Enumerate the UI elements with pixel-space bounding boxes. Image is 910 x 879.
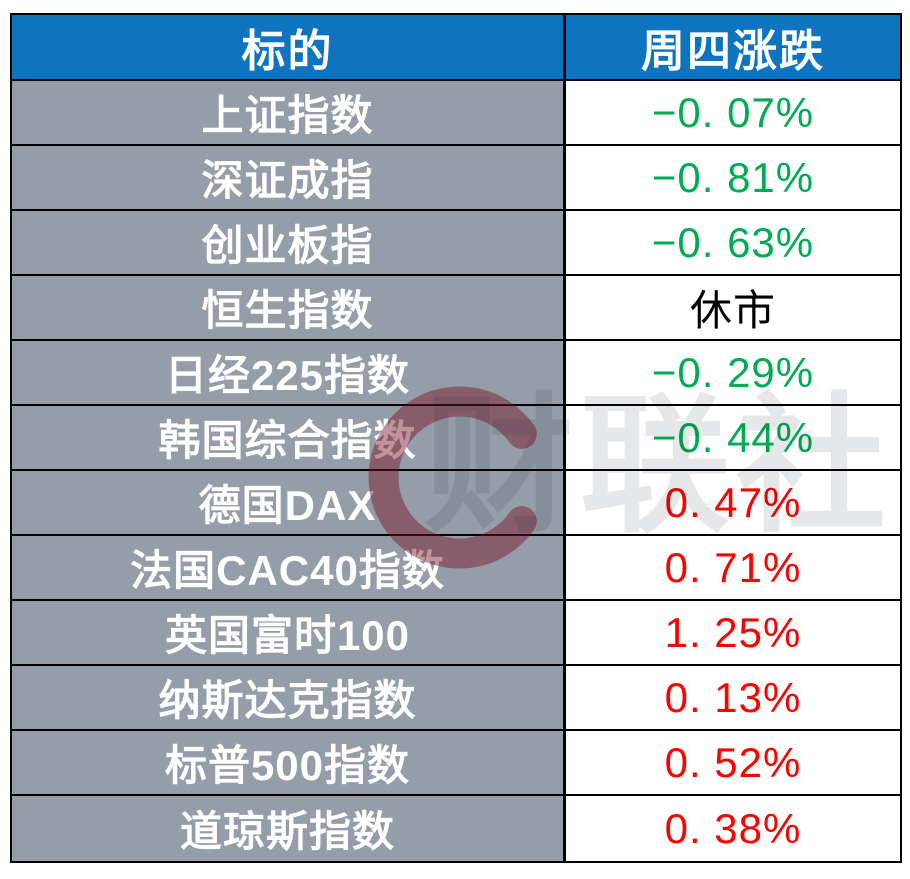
change-value-cell: −0. 44% [563,406,900,471]
change-value-cell: 0. 71% [563,536,900,601]
index-name-cell: 道琼斯指数 [12,796,563,861]
index-name-cell: 德国DAX [12,471,563,536]
index-name-cell: 恒生指数 [12,276,563,341]
index-name-cell: 标普500指数 [12,731,563,796]
index-name-cell: 上证指数 [12,81,563,146]
market-index-table: 标的 周四涨跌 上证指数 −0. 07% 深证成指 −0. 81% 创业板指 −… [10,13,902,863]
index-name-cell: 深证成指 [12,146,563,211]
index-name-cell: 英国富时100 [12,601,563,666]
change-value-cell: 休市 [563,276,900,341]
change-value-cell: 0. 38% [563,796,900,861]
change-value-cell: 0. 52% [563,731,900,796]
change-value-cell: −0. 29% [563,341,900,406]
index-name-cell: 法国CAC40指数 [12,536,563,601]
change-value-cell: 1. 25% [563,601,900,666]
change-value-cell: −0. 07% [563,81,900,146]
change-value-cell: −0. 81% [563,146,900,211]
index-name-cell: 创业板指 [12,211,563,276]
change-value-cell: −0. 63% [563,211,900,276]
change-value-cell: 0. 13% [563,666,900,731]
header-cell-target: 标的 [12,15,563,81]
index-name-cell: 日经225指数 [12,341,563,406]
index-name-cell: 纳斯达克指数 [12,666,563,731]
index-name-cell: 韩国综合指数 [12,406,563,471]
header-cell-change: 周四涨跌 [563,15,900,81]
change-value-cell: 0. 47% [563,471,900,536]
